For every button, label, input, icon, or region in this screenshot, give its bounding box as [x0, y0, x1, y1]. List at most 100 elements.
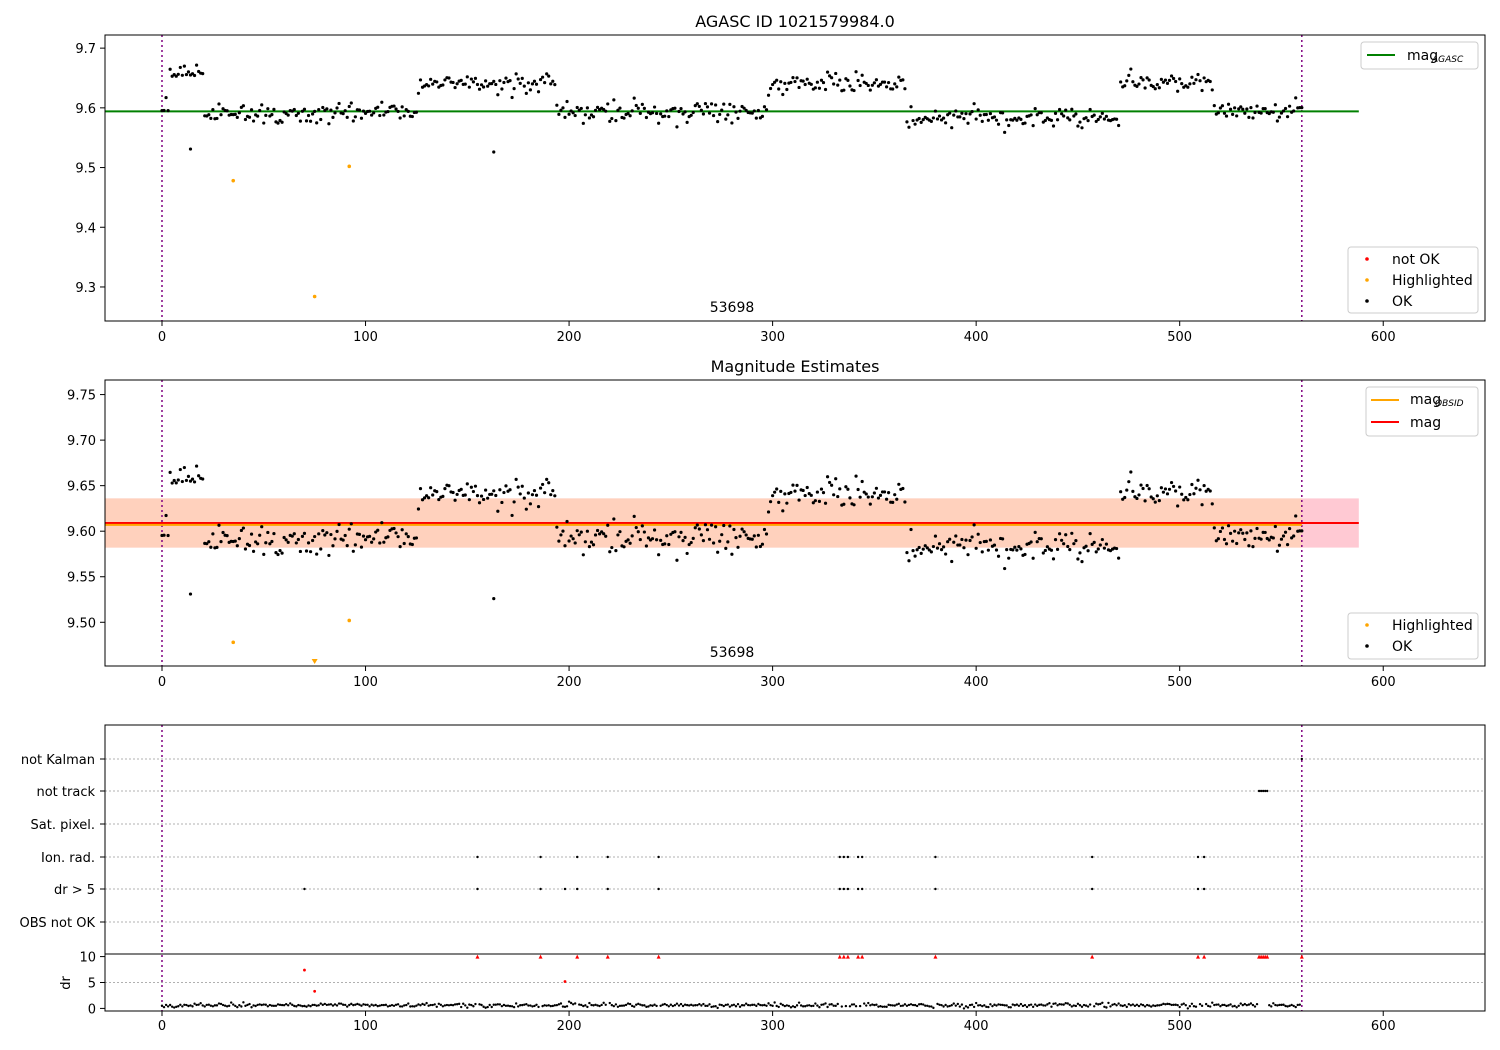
- flag-point: [303, 887, 306, 891]
- ok-point: [738, 534, 742, 538]
- ok-point: [685, 551, 689, 556]
- dr-point: [1158, 1004, 1161, 1007]
- dr-point: [989, 1003, 992, 1006]
- ok-point: [551, 79, 555, 83]
- ok-point: [1060, 538, 1064, 542]
- ok-point: [1031, 556, 1035, 560]
- ok-point: [984, 539, 988, 543]
- highlighted-point: [312, 294, 317, 299]
- ok-point: [897, 482, 901, 486]
- ok-point: [516, 77, 520, 81]
- ok-point: [262, 552, 266, 556]
- ok-point: [504, 484, 508, 488]
- ok-point: [557, 112, 561, 116]
- dr-point: [948, 1004, 951, 1008]
- dr-point: [1188, 1005, 1192, 1008]
- ok-point: [575, 105, 579, 110]
- ok-point: [345, 115, 349, 119]
- ok-point: [1074, 112, 1078, 116]
- ok-point: [260, 525, 264, 529]
- flag-point: [539, 855, 542, 859]
- dr-point: [738, 1005, 742, 1008]
- dr-point: [812, 1004, 815, 1008]
- ok-point: [1098, 115, 1102, 119]
- ok-point: [1216, 111, 1220, 115]
- dr-point: [189, 1004, 192, 1007]
- dr-point: [1066, 1002, 1069, 1005]
- ok-point: [718, 112, 722, 117]
- dr-point: [997, 1003, 1000, 1006]
- dr-point: [1017, 1004, 1021, 1008]
- dr-point: [1174, 1003, 1177, 1006]
- ok-point: [726, 540, 730, 544]
- ok-point: [622, 545, 626, 549]
- ok-point: [1190, 75, 1194, 79]
- ok-point: [644, 544, 649, 548]
- ok-point: [201, 72, 205, 76]
- ok-point: [280, 120, 284, 124]
- dr-point: [1227, 1004, 1230, 1007]
- ok-point: [1117, 123, 1121, 128]
- y-tick-label: 9.6: [75, 102, 96, 117]
- legend-label-not-ok: not OK: [1392, 252, 1440, 268]
- ok-point: [1033, 107, 1037, 111]
- ok-point: [1072, 114, 1076, 118]
- flag-point: [856, 887, 860, 891]
- ok-point: [791, 76, 795, 80]
- dr-point: [1072, 1004, 1076, 1007]
- dr-point: [897, 1002, 901, 1006]
- y-tick-label: 9.4: [75, 221, 96, 236]
- ok-point: [443, 78, 447, 82]
- ok-point: [237, 111, 241, 115]
- ok-point: [1123, 495, 1127, 500]
- ok-point: [292, 532, 296, 536]
- ok-point: [492, 150, 496, 154]
- dr-point: [1166, 1002, 1169, 1006]
- ok-point: [465, 482, 469, 486]
- ok-point: [595, 528, 600, 533]
- dr-point: [221, 1003, 225, 1007]
- ok-point: [1281, 534, 1286, 538]
- ok-point: [292, 107, 296, 112]
- ok-point: [935, 546, 940, 550]
- dr-point: [366, 1003, 369, 1007]
- dr-point: [1209, 1005, 1212, 1008]
- dr-point: [1101, 1001, 1104, 1004]
- ok-point: [463, 82, 467, 86]
- ok-point: [479, 494, 484, 498]
- dr-point: [852, 1003, 856, 1006]
- dr-point: [498, 1003, 502, 1006]
- dr-point: [197, 1003, 200, 1006]
- dr-point: [455, 1003, 459, 1006]
- panel-3-frame: [104, 724, 1486, 1012]
- ok-point: [714, 525, 718, 529]
- ok-point: [414, 536, 419, 540]
- dr-point: [205, 1003, 208, 1007]
- dr-point: [236, 1005, 239, 1009]
- ok-point: [1235, 114, 1239, 118]
- ok-point: [815, 490, 819, 494]
- panel-1-annotation: 53698: [710, 300, 755, 316]
- dr-point: [643, 1004, 646, 1007]
- ok-point: [1001, 111, 1005, 115]
- ok-point: [1174, 79, 1178, 84]
- ok-point: [1228, 531, 1233, 535]
- dr-point: [926, 1004, 929, 1007]
- ok-point: [427, 496, 431, 500]
- ok-point: [1247, 544, 1251, 548]
- ok-point: [913, 554, 917, 558]
- dr-point: [1170, 1003, 1173, 1007]
- dr-point: [360, 1004, 363, 1007]
- ok-point: [929, 550, 933, 554]
- ok-point: [463, 493, 467, 497]
- ok-point: [221, 530, 225, 535]
- ok-point: [675, 558, 679, 562]
- ok-point: [555, 525, 559, 529]
- ok-point: [606, 523, 610, 527]
- ok-point: [1176, 504, 1180, 508]
- dr-point: [696, 1003, 699, 1007]
- ok-point: [744, 108, 748, 112]
- ok-point: [370, 113, 374, 117]
- dr-point: [506, 1004, 510, 1007]
- ok-point: [809, 82, 813, 86]
